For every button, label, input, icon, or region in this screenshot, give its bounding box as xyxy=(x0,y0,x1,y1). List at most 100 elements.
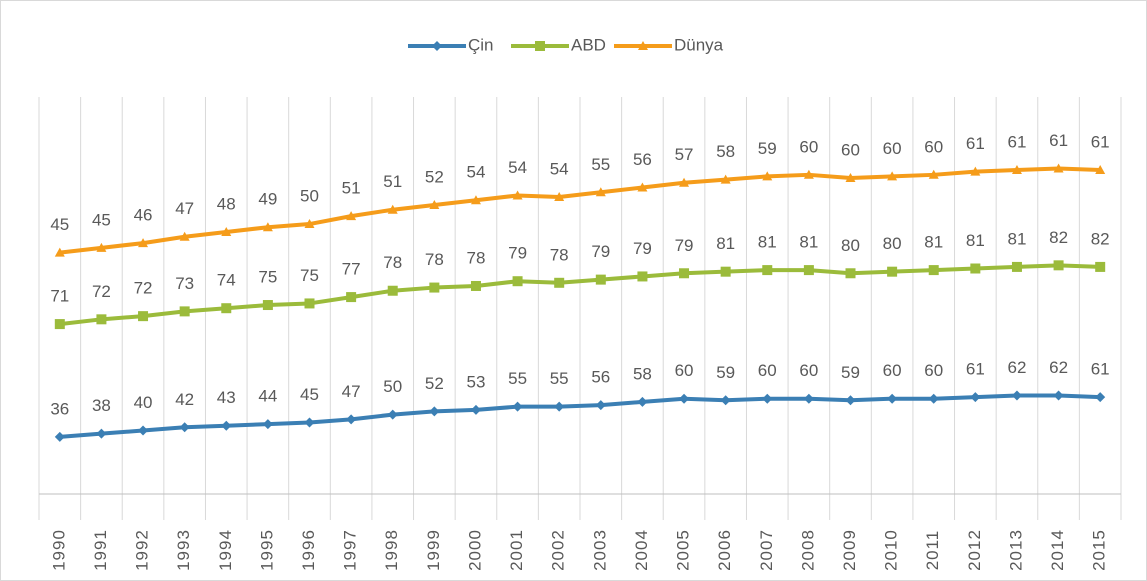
marker xyxy=(429,199,440,209)
series-line xyxy=(59,166,1101,255)
data-label: 61 xyxy=(1049,131,1068,150)
marker xyxy=(138,238,149,248)
data-label: 43 xyxy=(217,388,236,407)
x-tick-label: 2001 xyxy=(507,529,526,571)
data-label: 60 xyxy=(799,137,818,156)
marker xyxy=(346,292,357,303)
data-label: 79 xyxy=(675,236,694,255)
marker xyxy=(637,182,648,192)
x-tick-label: 1991 xyxy=(91,529,110,571)
data-label: 61 xyxy=(1091,133,1110,152)
marker xyxy=(179,306,190,317)
data-label: 45 xyxy=(300,385,319,404)
marker xyxy=(138,425,149,436)
data-label: 78 xyxy=(383,253,402,272)
data-label: 82 xyxy=(1091,229,1110,248)
data-label: 46 xyxy=(134,206,153,225)
marker xyxy=(304,417,315,428)
marker xyxy=(1053,260,1064,271)
data-label: 42 xyxy=(175,390,194,409)
data-label: 50 xyxy=(383,377,402,396)
marker xyxy=(387,409,398,420)
marker xyxy=(54,247,65,257)
x-tick-label: 1999 xyxy=(424,529,443,571)
x-tick-label: 2004 xyxy=(632,529,651,571)
data-label: 56 xyxy=(633,150,652,169)
x-tick-label: 2015 xyxy=(1090,529,1109,571)
data-label: 80 xyxy=(883,234,902,253)
marker xyxy=(803,393,814,404)
marker xyxy=(221,420,232,431)
marker xyxy=(845,395,856,406)
marker xyxy=(221,303,232,314)
marker xyxy=(304,298,315,309)
marker xyxy=(1053,163,1064,173)
legend-label: Dünya xyxy=(674,35,724,54)
x-tick-label: 2009 xyxy=(840,529,859,571)
x-tick-label: 2012 xyxy=(965,529,984,571)
marker xyxy=(928,169,939,179)
data-label: 60 xyxy=(883,361,902,380)
marker xyxy=(304,219,315,229)
marker xyxy=(1095,165,1106,175)
marker xyxy=(138,311,149,322)
marker xyxy=(554,401,565,412)
data-label: 56 xyxy=(591,368,610,387)
marker xyxy=(845,172,856,182)
data-label: 78 xyxy=(467,248,486,267)
marker xyxy=(762,171,773,181)
x-tick-label: 2011 xyxy=(923,530,942,571)
data-label: 81 xyxy=(716,234,735,253)
data-label: 52 xyxy=(425,374,444,393)
data-label: 62 xyxy=(1049,358,1068,377)
marker xyxy=(720,266,731,277)
data-label: 54 xyxy=(508,158,527,177)
marker xyxy=(96,242,107,252)
x-tick-label: 1993 xyxy=(174,529,193,571)
data-label: 77 xyxy=(342,260,361,279)
legend-label: Çin xyxy=(468,35,494,54)
data-label: 51 xyxy=(383,172,402,191)
marker xyxy=(638,41,648,50)
marker xyxy=(637,271,648,282)
data-label: 60 xyxy=(924,137,943,156)
data-label: 45 xyxy=(50,215,69,234)
data-label: 75 xyxy=(258,268,277,287)
marker xyxy=(179,422,190,433)
x-tick-label: 2000 xyxy=(465,529,484,571)
data-label: 61 xyxy=(966,134,985,153)
data-label: 60 xyxy=(758,361,777,380)
marker xyxy=(346,211,357,221)
marker xyxy=(1095,392,1106,403)
data-label: 55 xyxy=(550,369,569,388)
x-tick-label: 2006 xyxy=(715,529,734,571)
marker xyxy=(887,171,898,181)
data-label: 40 xyxy=(134,393,153,412)
x-tick-label: 2014 xyxy=(1048,529,1067,571)
data-label: 81 xyxy=(799,233,818,252)
marker xyxy=(535,41,545,51)
marker xyxy=(970,166,981,176)
data-label: 60 xyxy=(841,140,860,159)
data-label: 55 xyxy=(508,369,527,388)
marker xyxy=(470,404,481,415)
series-line xyxy=(59,393,1101,439)
marker xyxy=(262,419,273,430)
data-label: 79 xyxy=(508,244,527,263)
data-label: 49 xyxy=(258,190,277,209)
data-label: 81 xyxy=(1008,229,1027,248)
data-label: 79 xyxy=(591,242,610,261)
marker xyxy=(720,395,731,406)
marker xyxy=(1095,261,1106,272)
data-label: 62 xyxy=(1008,358,1027,377)
data-label: 61 xyxy=(1091,360,1110,379)
data-label: 50 xyxy=(300,187,319,206)
marker xyxy=(429,406,440,417)
marker xyxy=(928,393,939,404)
marker xyxy=(970,263,981,274)
marker xyxy=(387,204,398,214)
marker xyxy=(679,177,690,187)
data-label: 38 xyxy=(92,396,111,415)
marker xyxy=(803,169,814,179)
marker xyxy=(595,274,606,285)
